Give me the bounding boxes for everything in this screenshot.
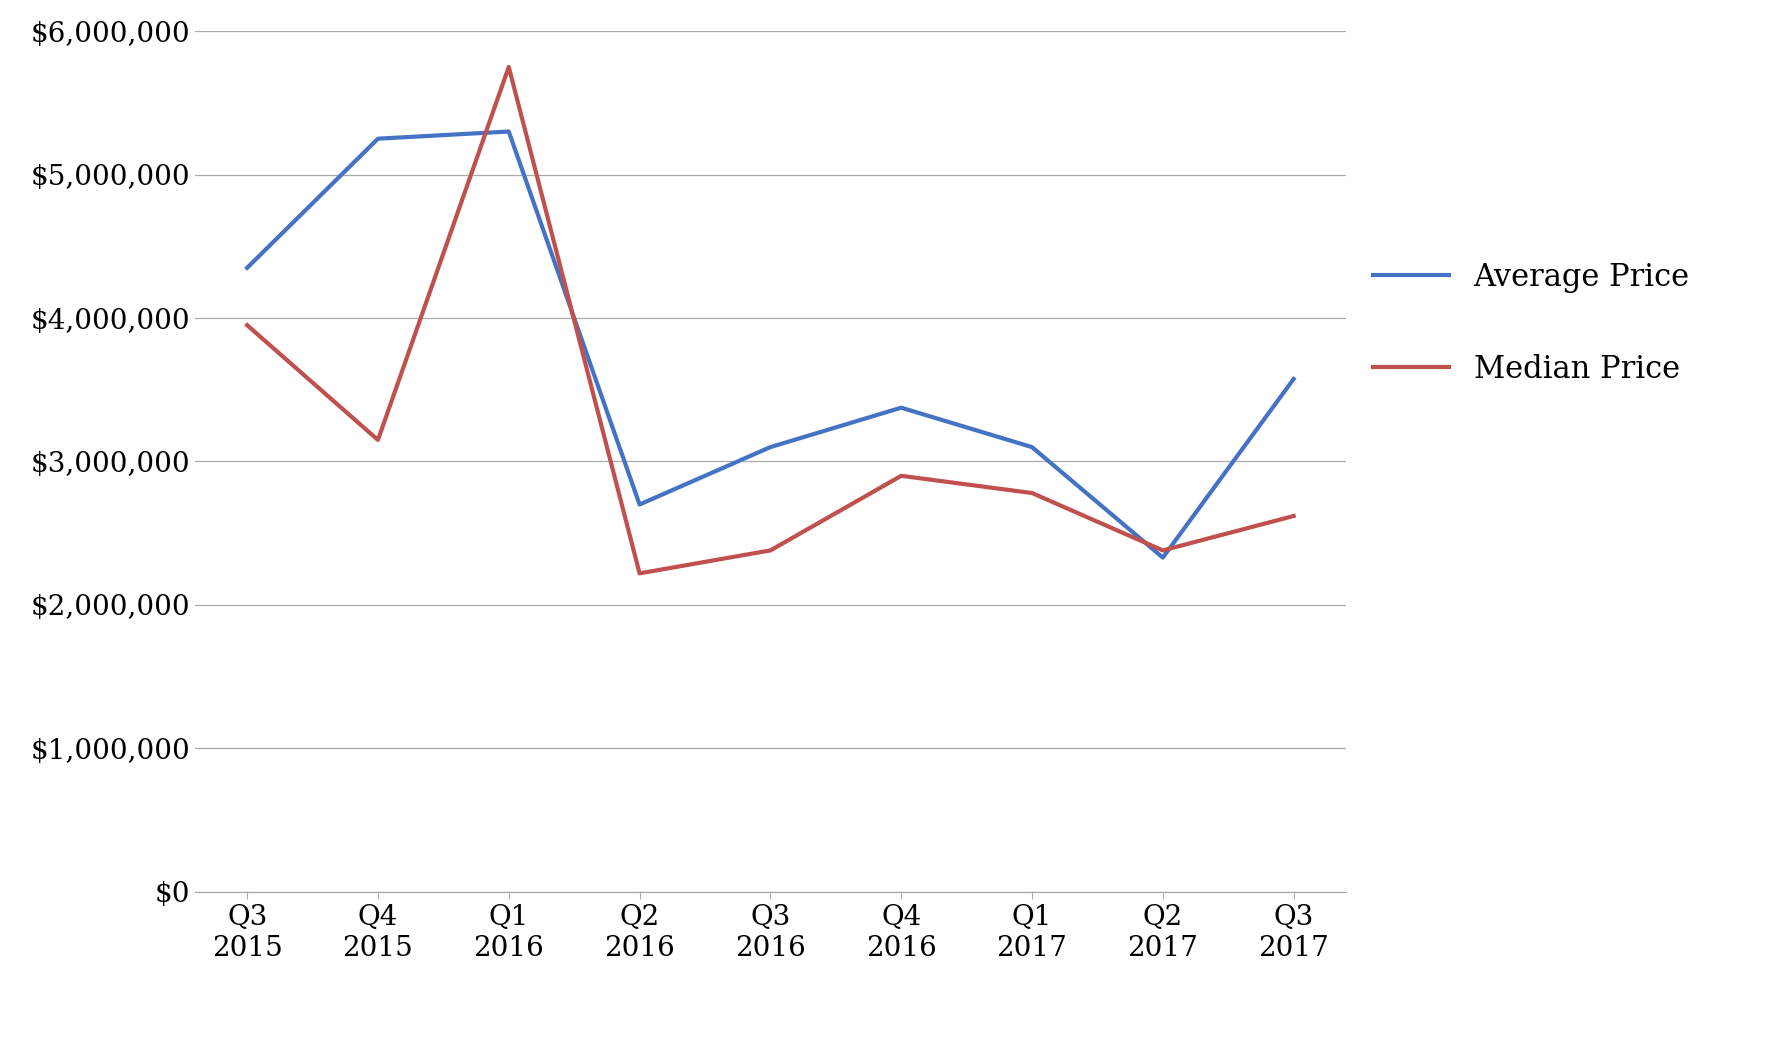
Median Price <box>367 433 388 446</box>
Legend: Average Price, Median Price: Average Price, Median Price <box>1373 261 1690 385</box>
Median Price <box>891 470 912 482</box>
Line: Median Price: Median Price <box>248 67 1293 573</box>
Median Price <box>1153 544 1174 557</box>
Average Price <box>367 133 388 145</box>
Average Price <box>629 498 650 510</box>
Average Price <box>1022 441 1043 453</box>
Average Price <box>760 441 781 453</box>
Average Price <box>237 261 259 274</box>
Median Price <box>498 61 519 74</box>
Median Price <box>760 544 781 557</box>
Average Price <box>1153 552 1174 564</box>
Median Price <box>1282 510 1303 523</box>
Average Price <box>891 401 912 414</box>
Median Price <box>237 319 259 332</box>
Average Price <box>1282 372 1303 385</box>
Median Price <box>1022 486 1043 499</box>
Average Price <box>498 125 519 138</box>
Median Price <box>629 567 650 580</box>
Line: Average Price: Average Price <box>248 132 1293 558</box>
